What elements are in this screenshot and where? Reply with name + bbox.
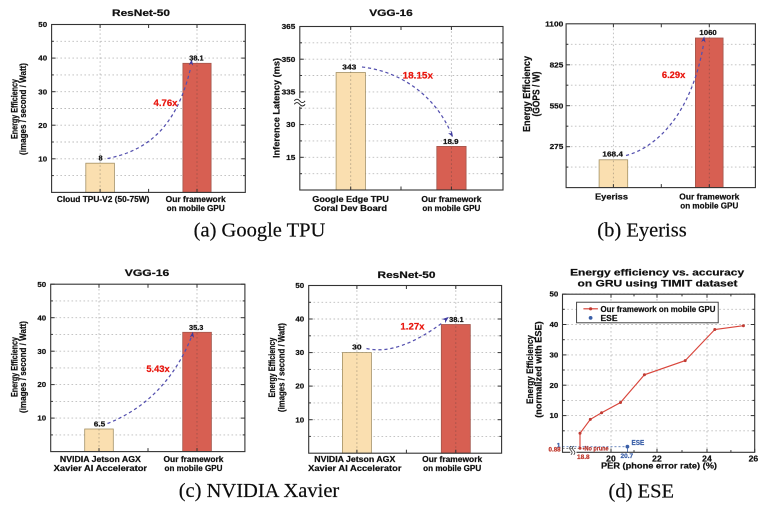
svg-text:on mobile GPU: on mobile GPU: [680, 202, 738, 211]
svg-text:Google Edge TPU: Google Edge TPU: [312, 195, 389, 204]
svg-text:20: 20: [38, 121, 47, 130]
svg-text:20: 20: [606, 454, 616, 463]
svg-text:35.3: 35.3: [189, 323, 203, 332]
svg-text:10: 10: [37, 414, 46, 423]
svg-text:30: 30: [38, 87, 47, 96]
svg-text:40: 40: [295, 315, 304, 324]
svg-text:(b) Eyeriss: (b) Eyeriss: [597, 219, 686, 241]
svg-text:343: 343: [342, 62, 356, 71]
svg-text:40: 40: [38, 54, 47, 63]
svg-text:Energy Efficiency: Energy Efficiency: [267, 337, 277, 397]
svg-text:20: 20: [295, 382, 304, 391]
svg-text:•No prune: •No prune: [583, 446, 609, 453]
svg-text:Coral Dev Board: Coral Dev Board: [314, 204, 387, 213]
svg-text:1060: 1060: [699, 28, 716, 37]
svg-text:825: 825: [550, 60, 565, 69]
svg-text:6.5: 6.5: [94, 419, 106, 428]
svg-text:50: 50: [295, 281, 304, 290]
svg-text:40: 40: [550, 320, 559, 329]
svg-text:Energy efficiency vs. accuracy: Energy efficiency vs. accuracy: [570, 268, 745, 279]
svg-text:on GRU using TIMIT dataset: on GRU using TIMIT dataset: [578, 278, 739, 289]
svg-text:Xavier AI Accelerator: Xavier AI Accelerator: [54, 464, 147, 473]
svg-text:(d) ESE: (d) ESE: [609, 480, 674, 502]
svg-text:50: 50: [37, 280, 46, 289]
svg-text:Our framework: Our framework: [422, 455, 483, 464]
svg-text:Eyeriss: Eyeriss: [595, 193, 629, 202]
svg-text:18.8: 18.8: [577, 454, 590, 461]
svg-text:Energy Efficiency: Energy Efficiency: [10, 79, 20, 139]
svg-text:30: 30: [37, 347, 46, 356]
svg-text:4.76x: 4.76x: [154, 98, 179, 109]
svg-text:8: 8: [98, 154, 102, 163]
svg-text:38.1: 38.1: [189, 54, 203, 63]
svg-text:20: 20: [37, 380, 46, 389]
svg-text:ESE: ESE: [632, 438, 645, 447]
svg-text:Inference Latency (ms): Inference Latency (ms): [272, 58, 283, 158]
svg-text:550: 550: [550, 101, 564, 110]
svg-text:18.15x: 18.15x: [403, 70, 434, 81]
svg-text:Energy Efficiency: Energy Efficiency: [10, 337, 20, 397]
svg-text:VGG-16: VGG-16: [125, 267, 170, 278]
svg-text:ResNet-50: ResNet-50: [378, 269, 436, 280]
svg-text:30: 30: [286, 120, 295, 129]
svg-text:1: 1: [557, 443, 561, 450]
svg-text:Our framework: Our framework: [164, 455, 225, 464]
svg-text:26: 26: [749, 454, 759, 463]
svg-text:18.9: 18.9: [443, 137, 459, 146]
svg-text:1.27x: 1.27x: [400, 321, 425, 332]
svg-text:38.1: 38.1: [449, 315, 464, 324]
svg-text:NVIDIA Jetson AGX: NVIDIA Jetson AGX: [314, 455, 396, 464]
svg-text:50: 50: [38, 20, 47, 29]
svg-text:30: 30: [295, 348, 304, 357]
svg-text:30: 30: [352, 343, 362, 352]
svg-text:Our framework: Our framework: [166, 195, 227, 204]
svg-text:Cloud TPU-V2 (50-75W): Cloud TPU-V2 (50-75W): [57, 195, 150, 204]
svg-text:168.4: 168.4: [602, 150, 623, 159]
svg-text:40: 40: [37, 313, 46, 322]
svg-text:ResNet-50: ResNet-50: [112, 7, 170, 18]
svg-text:(images / second / Watt): (images / second / Watt): [277, 323, 287, 412]
svg-text:20: 20: [550, 381, 559, 390]
svg-text:on mobile GPU: on mobile GPU: [165, 464, 223, 473]
svg-text:10: 10: [295, 415, 304, 424]
svg-text:on mobile GPU: on mobile GPU: [423, 464, 481, 473]
svg-text:0.88: 0.88: [549, 447, 562, 454]
svg-text:(images / second / Watt): (images / second / Watt): [18, 63, 28, 155]
svg-text:10: 10: [550, 411, 559, 420]
svg-text:on mobile GPU: on mobile GPU: [422, 204, 480, 213]
svg-text:Our framework on mobile GPU: Our framework on mobile GPU: [601, 305, 716, 314]
svg-text:275: 275: [550, 142, 565, 151]
svg-text:5.43x: 5.43x: [146, 364, 170, 375]
svg-text:Energy Efficiency: Energy Efficiency: [525, 334, 535, 404]
svg-text:6.29x: 6.29x: [662, 70, 686, 81]
svg-text:335: 335: [282, 88, 297, 97]
svg-text:(images / second / Watt): (images / second / Watt): [18, 321, 28, 413]
svg-text:(c) NVIDIA Xavier: (c) NVIDIA Xavier: [179, 480, 340, 502]
svg-text:Energy Efficiency: Energy Efficiency: [522, 55, 533, 132]
svg-text:30: 30: [550, 351, 559, 360]
svg-text:PER (phone error rate) (%): PER (phone error rate) (%): [601, 462, 717, 471]
svg-text:350: 350: [282, 55, 296, 64]
svg-text:1100: 1100: [545, 19, 563, 28]
svg-text:ESE: ESE: [601, 314, 618, 323]
svg-text:50: 50: [550, 290, 559, 299]
svg-text:Our framework: Our framework: [679, 193, 740, 202]
svg-text:Our framework: Our framework: [421, 195, 482, 204]
svg-text:10: 10: [38, 154, 47, 163]
svg-text:15: 15: [286, 153, 296, 162]
svg-text:20.7: 20.7: [620, 453, 633, 460]
svg-text:NVIDIA Jetson AGX: NVIDIA Jetson AGX: [60, 455, 142, 464]
svg-text:365: 365: [282, 22, 297, 31]
svg-text:Xavier AI Accelerator: Xavier AI Accelerator: [308, 464, 401, 473]
svg-text:22: 22: [652, 454, 662, 463]
svg-text:on mobile GPU: on mobile GPU: [167, 204, 225, 213]
svg-text:(normalized with ESE): (normalized with ESE): [534, 321, 544, 418]
svg-text:(GOPS / W): (GOPS / W): [532, 72, 543, 117]
svg-text:(a) Google TPU: (a) Google TPU: [194, 219, 326, 241]
svg-text:24: 24: [702, 454, 712, 463]
svg-text:VGG-16: VGG-16: [369, 7, 413, 18]
